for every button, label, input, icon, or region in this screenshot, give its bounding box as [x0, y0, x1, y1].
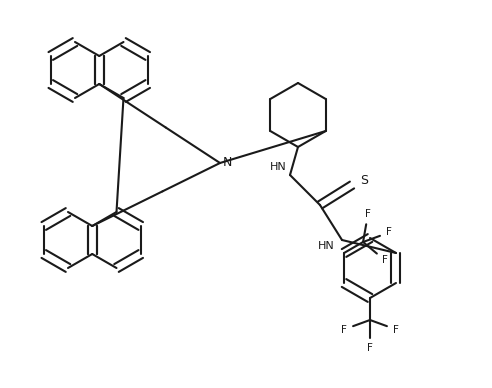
Text: N: N [222, 156, 232, 170]
Text: HN: HN [270, 162, 286, 172]
Text: S: S [360, 173, 368, 187]
Text: F: F [365, 210, 371, 220]
Text: F: F [382, 255, 388, 265]
Text: F: F [341, 325, 347, 334]
Text: F: F [367, 343, 373, 353]
Text: F: F [386, 227, 392, 237]
Text: F: F [394, 325, 399, 334]
Text: HN: HN [318, 241, 335, 251]
